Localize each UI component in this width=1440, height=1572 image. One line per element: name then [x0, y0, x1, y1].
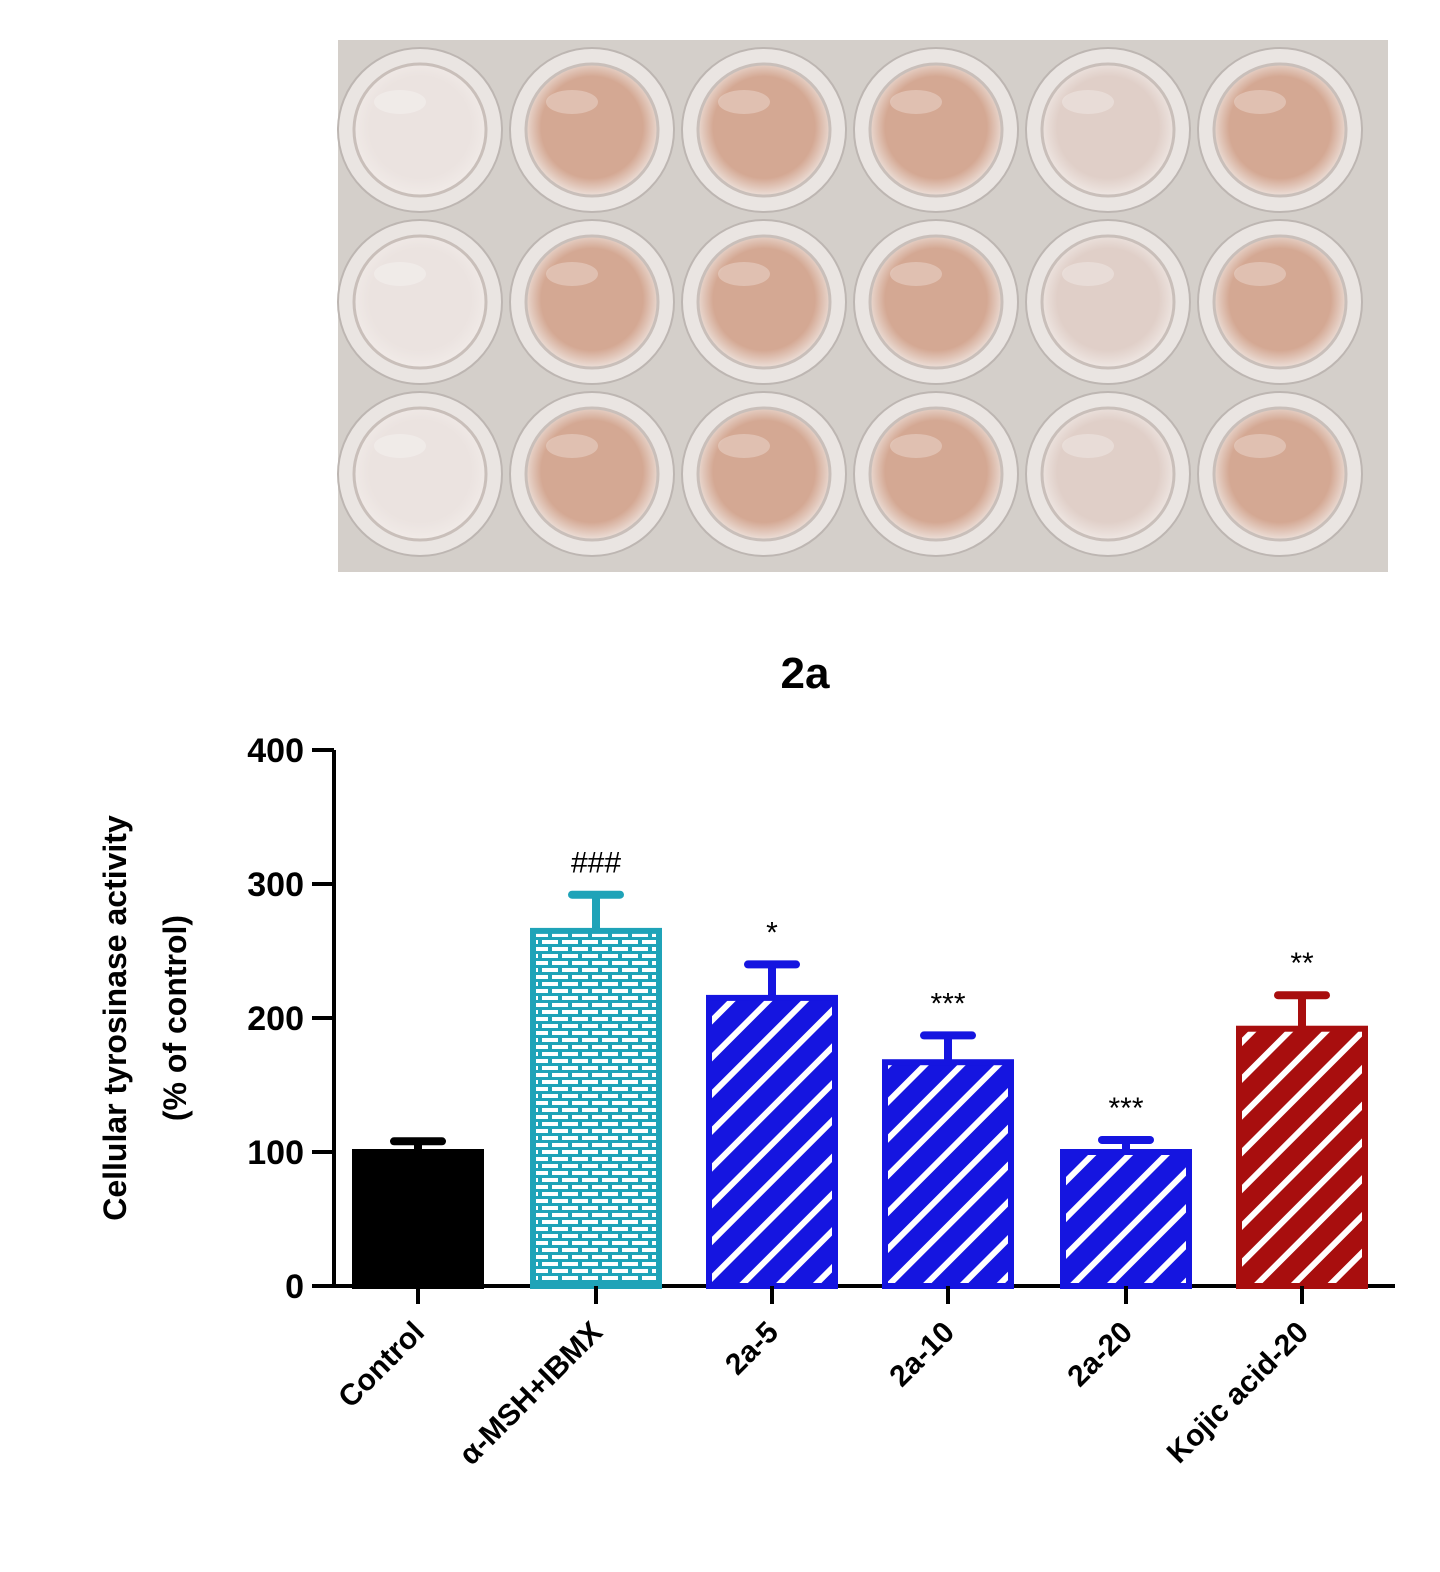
well-r2-c6: [1197, 219, 1363, 385]
y-axis-label-line-1: Cellular tyrosinase activity: [97, 815, 133, 1221]
significance-label: *: [766, 916, 778, 949]
well-r2-c4: [853, 219, 1019, 385]
well-r3-c2: [509, 391, 675, 557]
y-tick-label: 100: [247, 1134, 304, 1172]
x-tick-label: 2a-5: [719, 1316, 785, 1382]
well-r1-c4: [853, 47, 1019, 213]
well-r3-c4: [853, 391, 1019, 557]
x-tick-label: 2a-10: [883, 1316, 961, 1394]
error-bar: [920, 1031, 976, 1063]
well-r3-c1: [337, 391, 503, 557]
y-tick-label: 200: [247, 1000, 304, 1038]
y-tick-label: 400: [247, 732, 304, 770]
bar: [706, 994, 838, 1290]
error-bar: [568, 890, 624, 931]
bar: [530, 927, 662, 1290]
x-tick-label: α-MSH+IBMX: [453, 1316, 609, 1472]
well-r1-c6: [1197, 47, 1363, 213]
chart-title: 2a: [781, 649, 830, 698]
significance-label: **: [1290, 947, 1314, 980]
well-r3-c3: [681, 391, 847, 557]
significance-label: ***: [1108, 1092, 1143, 1125]
y-tick-label: 300: [247, 866, 304, 904]
bar: [882, 1059, 1014, 1289]
well-r1-c3: [681, 47, 847, 213]
bar: [352, 1149, 484, 1289]
well-r3-c6: [1197, 391, 1363, 557]
well-r2-c3: [681, 219, 847, 385]
well-r1-c1: [337, 47, 503, 213]
y-axis-label-line-2: (% of control): [157, 915, 193, 1121]
bar: [1236, 1025, 1368, 1289]
well-r2-c2: [509, 219, 675, 385]
x-tick-label: Kojic acid-20: [1161, 1316, 1315, 1470]
well-r1-c5: [1025, 47, 1191, 213]
error-bar: [1274, 991, 1330, 1029]
error-bar: [744, 960, 800, 998]
y-tick-label: 0: [285, 1268, 304, 1306]
well-r2-c1: [337, 219, 503, 385]
x-tick-label: Control: [332, 1316, 431, 1415]
well-r3-c5: [1025, 391, 1191, 557]
well-plate-photo: [337, 40, 1388, 572]
significance-label: ***: [930, 987, 965, 1020]
well-r2-c5: [1025, 219, 1191, 385]
well-r1-c2: [509, 47, 675, 213]
x-tick-label: 2a-20: [1061, 1316, 1139, 1394]
bar: [1060, 1149, 1192, 1289]
significance-label: ###: [571, 847, 621, 880]
